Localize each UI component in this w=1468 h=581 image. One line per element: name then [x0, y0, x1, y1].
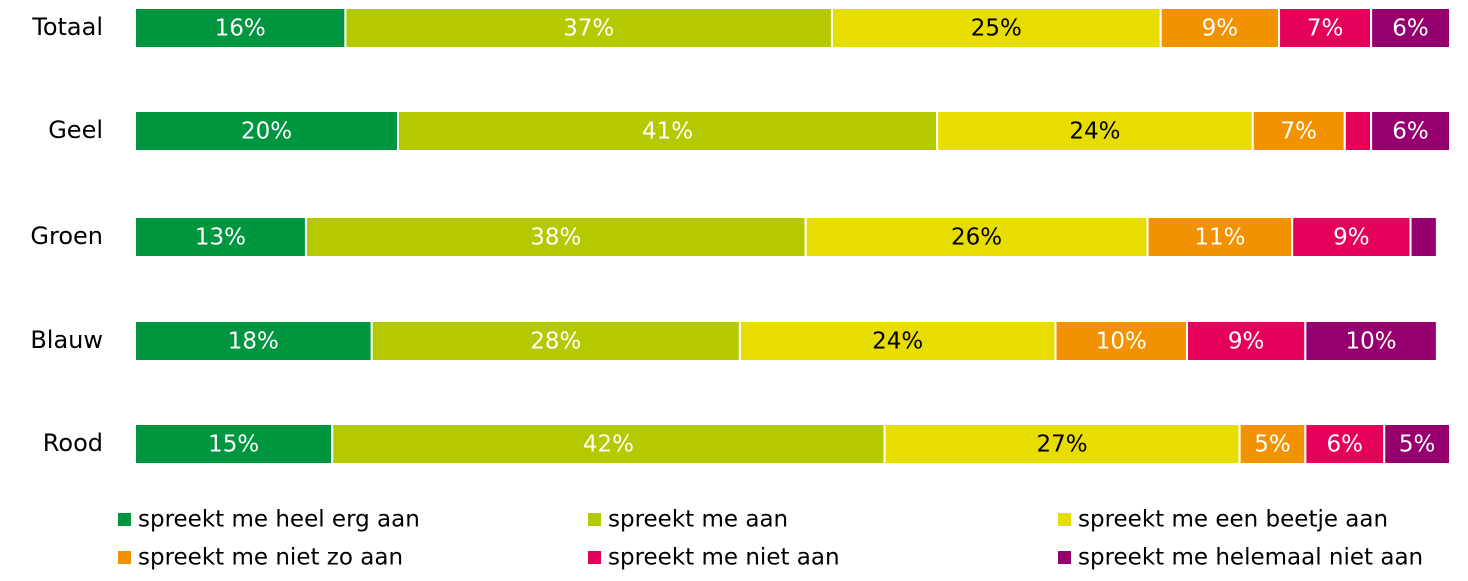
legend-label: spreekt me niet aan [608, 545, 840, 571]
value-label: 18% [228, 329, 279, 355]
category-label: Totaal [31, 13, 103, 41]
value-label: 26% [951, 225, 1002, 251]
category-label: Geel [48, 116, 103, 144]
value-label: 9% [1202, 16, 1239, 42]
bar-segment [936, 110, 1254, 152]
bar-segment [1278, 7, 1373, 49]
value-label: 28% [530, 329, 581, 355]
legend-label: spreekt me een beetje aan [1078, 507, 1388, 533]
value-label: 7% [1281, 119, 1318, 145]
bar-segment [830, 7, 1162, 49]
bar-segment [1409, 216, 1438, 258]
value-label: 24% [1069, 119, 1120, 145]
value-label: 5% [1399, 432, 1436, 458]
value-label: 27% [1037, 432, 1088, 458]
bar-segment [134, 320, 373, 362]
bar-segment [134, 423, 334, 465]
value-label: 9% [1228, 329, 1265, 355]
bar-segment [883, 423, 1241, 465]
bar-segment [134, 216, 307, 258]
bar-segment [1383, 423, 1451, 465]
legend-swatch [588, 551, 601, 564]
value-label: 42% [583, 432, 634, 458]
value-label: 41% [642, 119, 693, 145]
bar-segment [134, 110, 399, 152]
bar-segment [397, 110, 939, 152]
value-label: 24% [872, 329, 923, 355]
bar-segment [1304, 423, 1386, 465]
value-label: 5% [1254, 432, 1291, 458]
value-label: 6% [1327, 432, 1364, 458]
bar-segment [1291, 216, 1412, 258]
legend-swatch [118, 513, 131, 526]
bar-segment [1343, 110, 1373, 152]
value-label: 15% [208, 432, 259, 458]
bar-segment [1186, 320, 1307, 362]
legend-label: spreekt me aan [608, 507, 788, 533]
bar-segment [370, 320, 741, 362]
value-label: 20% [241, 119, 292, 145]
value-label: 6% [1392, 119, 1429, 145]
bar-segment [304, 216, 807, 258]
value-label: 38% [530, 225, 581, 251]
legend-label: spreekt me helemaal niet aan [1078, 545, 1423, 571]
bar-segment [1054, 320, 1188, 362]
legend-swatch [118, 551, 131, 564]
bar-segment [1251, 110, 1346, 152]
bar-segment [344, 7, 833, 49]
value-label: 16% [215, 16, 266, 42]
value-label: 10% [1346, 329, 1397, 355]
category-label: Rood [43, 429, 103, 457]
bar-segment [738, 320, 1057, 362]
category-label: Groen [30, 222, 103, 250]
bar-segment [1370, 7, 1451, 49]
bar-segment [1304, 320, 1438, 362]
category-label: Blauw [30, 326, 103, 354]
value-label: 9% [1333, 225, 1370, 251]
bar-segment [1370, 110, 1451, 152]
value-label: 25% [971, 16, 1022, 42]
value-label: 6% [1392, 16, 1429, 42]
legend-label: spreekt me niet zo aan [138, 545, 403, 571]
legend-swatch [1058, 551, 1071, 564]
value-label: 11% [1194, 225, 1245, 251]
value-label: 10% [1096, 329, 1147, 355]
bar-segment [804, 216, 1149, 258]
value-label: 7% [1307, 16, 1344, 42]
value-label: 13% [195, 225, 246, 251]
legend-swatch [588, 513, 601, 526]
legend-swatch [1058, 513, 1071, 526]
value-label: 37% [563, 16, 614, 42]
legend-label: spreekt me heel erg aan [138, 507, 420, 533]
bar-segment [134, 7, 347, 49]
